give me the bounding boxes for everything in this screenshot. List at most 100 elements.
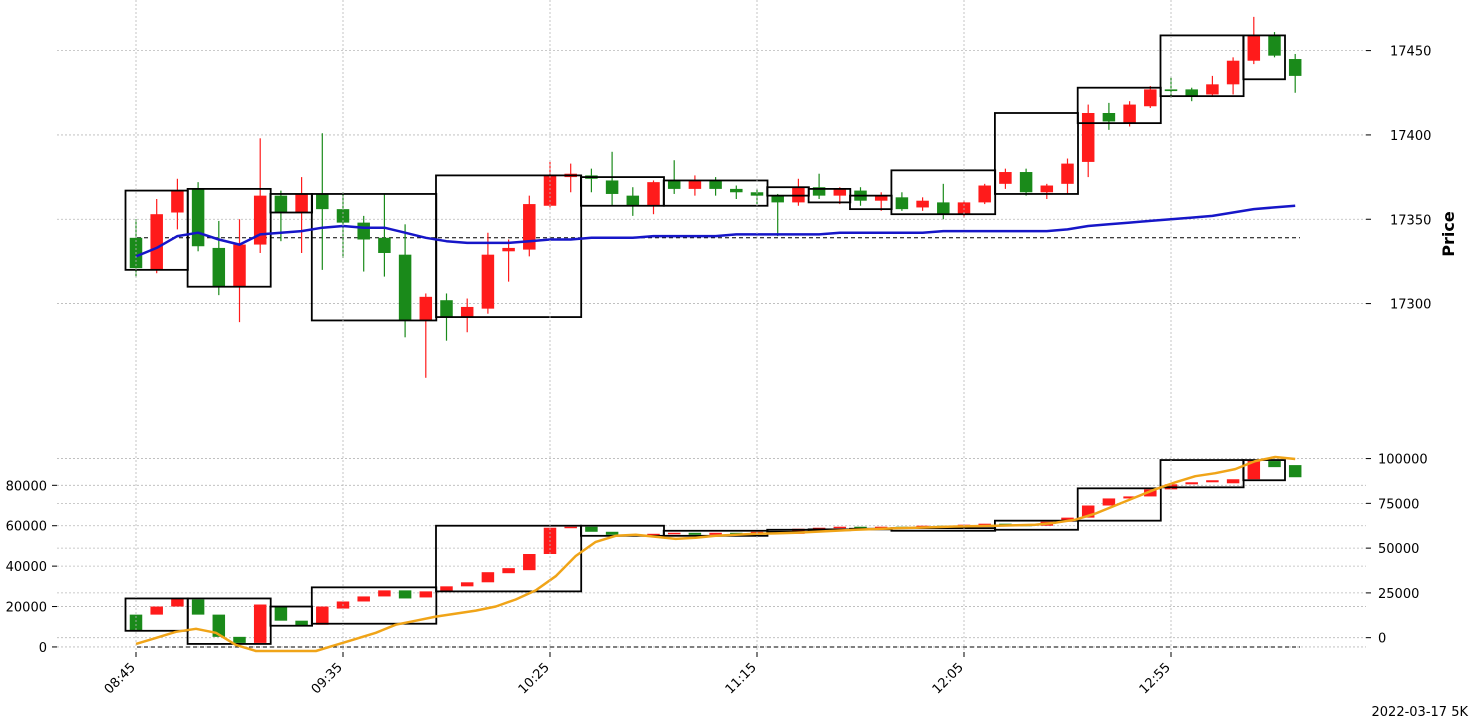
x-tick-label: 10:25 [516, 660, 553, 697]
range-box [310, 586, 438, 625]
candle-body [605, 180, 619, 194]
volume-right-tick-label: 50000 [1378, 542, 1419, 557]
price-tick-label: 17400 [1390, 129, 1431, 144]
candle-body [295, 620, 308, 626]
candle-body [1206, 84, 1219, 95]
candle-body [874, 195, 888, 201]
candle-body [233, 636, 246, 643]
candle-body [1102, 113, 1116, 122]
moving-average-line [135, 204, 1296, 258]
candle-body [1268, 461, 1281, 468]
x-tick-label: 11:15 [723, 660, 760, 697]
candle-body [730, 188, 743, 193]
candle-body [1144, 489, 1157, 497]
candle-body [647, 533, 660, 536]
range-box [310, 193, 438, 322]
candle-body [233, 244, 246, 287]
candle-body [1185, 89, 1198, 97]
candle-body [378, 237, 391, 253]
volume-left-tick-label: 60000 [6, 520, 47, 535]
candle-body [1185, 482, 1198, 485]
candle-body [978, 185, 991, 203]
candle-body [564, 526, 577, 529]
candle-body [937, 202, 950, 215]
candle-body [709, 532, 722, 535]
candle-body [502, 247, 515, 252]
candle-body [150, 214, 163, 270]
candle-body [1206, 480, 1219, 483]
candle-body [812, 187, 826, 196]
candle-body [336, 209, 350, 223]
candle-body [833, 526, 847, 529]
candle-body [460, 582, 474, 587]
candle-body [585, 526, 598, 532]
candle-body [1226, 479, 1240, 484]
candle-body [253, 604, 267, 643]
range-box [1076, 487, 1162, 522]
candle-body [1247, 461, 1261, 480]
candle-body [357, 222, 370, 240]
candle-body [171, 598, 184, 607]
candle-body [1164, 89, 1178, 92]
candle-body [978, 523, 991, 526]
candle-body [709, 180, 722, 189]
candle-body [212, 614, 226, 637]
candle-body [1268, 35, 1281, 56]
candle-body [171, 190, 184, 213]
candle-body [502, 568, 515, 574]
candle-body [191, 188, 205, 247]
range-box [435, 524, 583, 593]
candle-body [688, 180, 702, 189]
volume-left-tick-label: 0 [39, 641, 47, 656]
candle-body [481, 254, 495, 309]
candle-body [419, 591, 433, 598]
volume-right-tick-label: 25000 [1378, 587, 1419, 602]
candle-body [440, 586, 453, 592]
candle-body [647, 182, 660, 206]
range-box [435, 174, 583, 318]
candle-body [460, 306, 474, 318]
candle-body [1019, 172, 1033, 193]
candle-body [1247, 35, 1261, 61]
candle-body [316, 606, 329, 625]
volume-right-tick-label: 100000 [1378, 453, 1428, 468]
candle-body [295, 193, 308, 213]
x-tick-label: 12:05 [930, 660, 967, 697]
candle-body [688, 532, 702, 535]
candle-body [481, 572, 495, 583]
volume-right-tick-label: 0 [1378, 632, 1386, 647]
candle-body [191, 599, 205, 615]
candle-body [150, 606, 163, 615]
candle-body [523, 204, 536, 250]
price-tick-label: 17450 [1390, 45, 1431, 60]
candle-body [1144, 89, 1157, 107]
candle-body [1102, 498, 1116, 506]
candle-body [1123, 496, 1136, 499]
range-box [994, 112, 1079, 195]
candle-body [398, 590, 412, 599]
candle-body [440, 300, 453, 318]
candle-body [605, 531, 619, 535]
candle-body [274, 606, 288, 621]
moving-average-line [135, 455, 1296, 653]
candle-body [378, 590, 391, 597]
candle-body [419, 296, 433, 321]
candle-body [1081, 113, 1095, 162]
candle-body [895, 197, 909, 210]
volume-left-tick-label: 20000 [6, 601, 47, 616]
candle-body [667, 180, 681, 189]
candle-body [523, 554, 536, 571]
price-panel: 17300 17350 17400 17450 [57, 16, 1431, 378]
candle-body [667, 532, 681, 535]
candle-body [1288, 465, 1302, 478]
candle-body [833, 188, 847, 196]
price-tick-label: 17350 [1390, 213, 1431, 228]
candle-body [129, 614, 143, 631]
volume-right-tick-label: 75000 [1378, 497, 1419, 512]
candle-body [1288, 59, 1302, 76]
candle-body [316, 193, 329, 210]
candle-body [771, 195, 784, 203]
x-tick-label: 08:45 [102, 660, 139, 697]
candle-body [916, 200, 929, 208]
volume-left-tick-label: 40000 [6, 560, 47, 575]
